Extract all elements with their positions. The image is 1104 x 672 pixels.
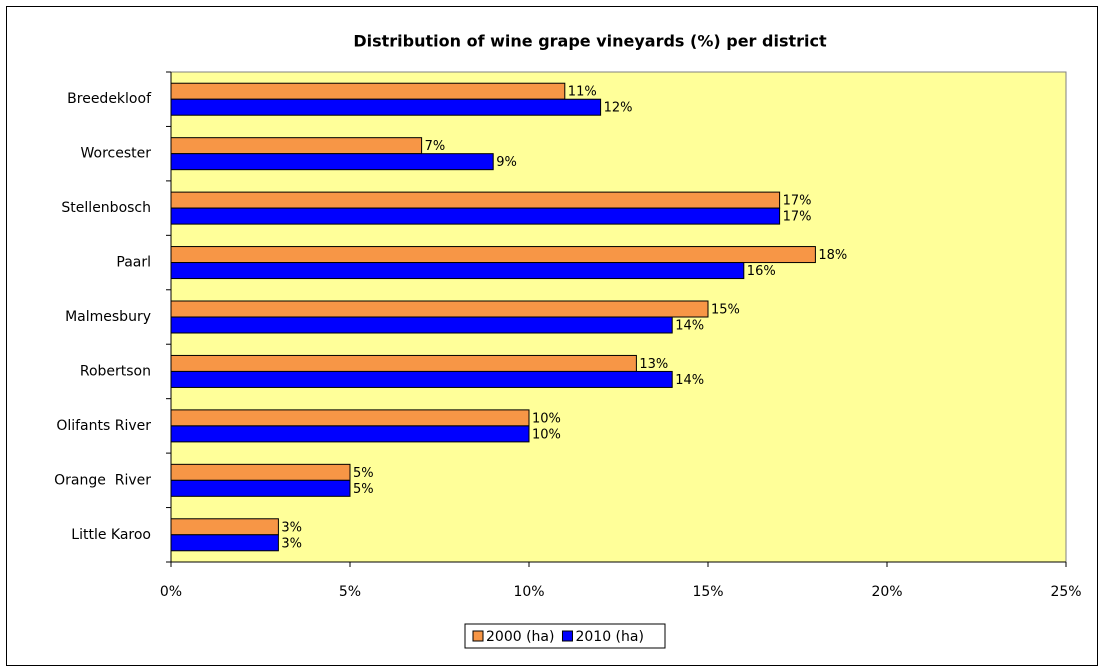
value-label: 17% — [783, 210, 812, 225]
value-label: 14% — [675, 373, 704, 388]
value-label: 15% — [711, 303, 740, 318]
value-label: 10% — [532, 427, 561, 442]
bar — [170, 354, 637, 372]
value-label: 10% — [532, 411, 561, 426]
value-label: 11% — [568, 85, 597, 100]
value-label: 17% — [783, 194, 812, 209]
x-tick-label: 20% — [871, 584, 902, 600]
bar — [170, 207, 781, 225]
value-label: 12% — [604, 101, 633, 116]
x-tick-label: 5% — [339, 584, 361, 600]
value-label: 14% — [675, 319, 704, 334]
bar — [170, 300, 709, 318]
value-label: 18% — [818, 248, 847, 263]
y-tick-label: Worcester — [81, 146, 152, 162]
legend-swatch — [561, 630, 573, 642]
value-label: 7% — [425, 139, 446, 154]
value-label: 5% — [353, 482, 374, 497]
bar — [170, 479, 351, 497]
y-tick-label: Little Karoo — [71, 527, 151, 543]
x-tick-label: 15% — [692, 584, 723, 600]
x-tick-label: 25% — [1050, 584, 1081, 600]
x-tick-label: 0% — [160, 584, 182, 600]
bar — [170, 246, 816, 264]
legend-label: 2000 (ha) — [486, 629, 554, 645]
bar — [170, 425, 530, 443]
y-tick-label: Olifants River — [56, 418, 151, 434]
value-label: 3% — [281, 536, 302, 551]
bar — [170, 518, 279, 536]
value-label: 5% — [353, 466, 374, 481]
bar — [170, 137, 423, 155]
bar — [170, 191, 781, 209]
bar — [170, 82, 566, 100]
legend-label: 2010 (ha) — [575, 629, 643, 645]
bar — [170, 370, 673, 388]
y-tick-label: Stellenbosch — [61, 200, 151, 216]
bar — [170, 409, 530, 427]
value-label: 3% — [281, 520, 302, 535]
x-tick-label: 10% — [513, 584, 544, 600]
bar — [170, 463, 351, 481]
y-tick-label: Malmesbury — [65, 309, 151, 325]
value-label: 13% — [639, 357, 668, 372]
legend-swatch — [472, 630, 484, 642]
y-tick-label: Orange River — [54, 472, 151, 488]
chart-title: Distribution of wine grape vineyards (%)… — [353, 32, 827, 51]
bar — [170, 262, 745, 280]
y-tick-label: Breedekloof — [67, 91, 152, 107]
y-tick-label: Robertson — [80, 363, 151, 379]
value-label: 16% — [747, 264, 776, 279]
bar — [170, 534, 279, 552]
value-label: 9% — [496, 155, 517, 170]
y-tick-label: Paarl — [116, 255, 151, 271]
bar — [170, 98, 602, 116]
bar — [170, 316, 673, 334]
bar — [170, 153, 494, 171]
